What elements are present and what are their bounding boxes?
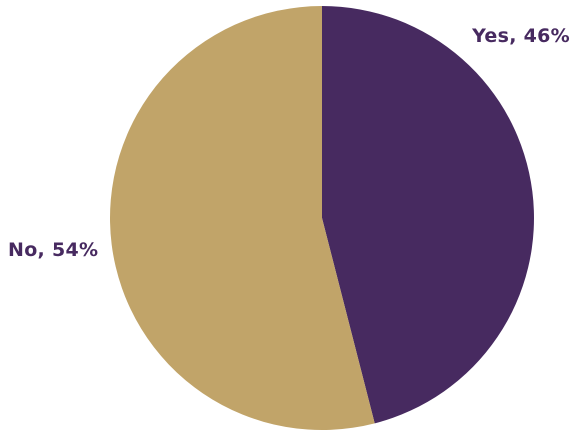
pie-slice-no [109,6,375,430]
slice-label-no: No, 54% [8,239,98,261]
pie-slice-yes [322,6,534,424]
slice-label-yes: Yes, 46% [471,25,570,47]
